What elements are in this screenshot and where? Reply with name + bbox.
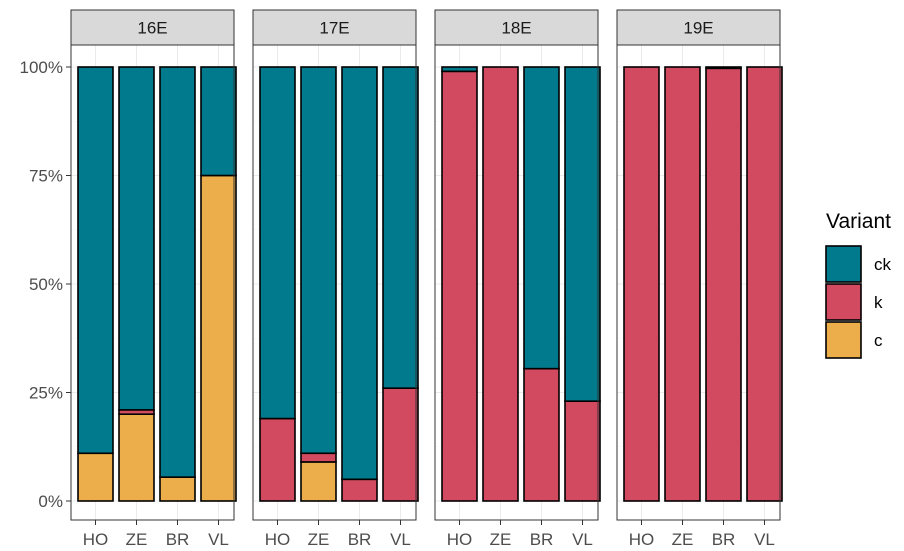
y-tick-label: 100%	[20, 58, 63, 77]
legend-label-c: c	[874, 331, 883, 350]
x-tick-label: HO	[447, 530, 473, 549]
x-tick-label: ZE	[308, 530, 330, 549]
x-tick-label: HO	[83, 530, 109, 549]
legend-label-ck: ck	[874, 255, 892, 274]
x-tick-label: VL	[390, 530, 411, 549]
bar-segment-k	[664, 66, 701, 502]
y-tick-label: 75%	[29, 167, 63, 186]
legend-key-k	[825, 283, 862, 321]
bar-segment-c	[77, 452, 114, 502]
y-tick-label: 0%	[38, 492, 63, 511]
legend-key-ck	[825, 245, 862, 283]
bar-segment-c	[200, 174, 237, 502]
legend-label-k: k	[874, 293, 883, 312]
bar-segment-c	[159, 476, 196, 502]
bar-segment-ck	[300, 66, 337, 455]
bar-segment-c	[118, 413, 155, 502]
x-tick-label: VL	[754, 530, 775, 549]
panel-border	[434, 44, 599, 521]
facet-strip	[70, 9, 235, 46]
bar-segment-k	[259, 417, 296, 502]
facet-strip	[616, 9, 781, 46]
bar-segment-ck	[705, 66, 742, 70]
panel-border	[70, 44, 235, 521]
x-tick-label: BR	[712, 530, 736, 549]
bar-segment-ck	[77, 66, 114, 455]
x-tick-label: HO	[629, 530, 655, 549]
bar-segment-k	[623, 66, 660, 502]
facet-strip-label: 17E	[319, 19, 349, 38]
bar-segment-ck	[441, 66, 478, 73]
x-tick-label: ZE	[126, 530, 148, 549]
bar-segment-k	[705, 67, 742, 502]
bar-segment-c	[300, 461, 337, 502]
x-tick-label: BR	[166, 530, 190, 549]
facet-strip-label: 16E	[137, 19, 167, 38]
bar-segment-k	[482, 66, 519, 502]
bar-segment-k	[382, 387, 419, 502]
x-tick-label: ZE	[672, 530, 694, 549]
bar-segment-ck	[382, 66, 419, 389]
bar-segment-ck	[259, 66, 296, 420]
x-tick-label: HO	[265, 530, 291, 549]
y-tick-label: 25%	[29, 384, 63, 403]
bar-segment-k	[564, 400, 601, 502]
x-tick-label: VL	[208, 530, 229, 549]
bar-segment-ck	[564, 66, 601, 402]
facet-strip-label: 18E	[501, 19, 531, 38]
facet-strip-label: 19E	[683, 19, 713, 38]
facet-strip	[434, 9, 599, 46]
legend-title: Variant	[826, 210, 891, 233]
bar-segment-k	[746, 66, 783, 502]
bar-segment-ck	[523, 66, 560, 370]
x-tick-label: BR	[530, 530, 554, 549]
bar-segment-ck	[159, 66, 196, 478]
bar-segment-ck	[200, 66, 237, 177]
bar-segment-ck	[341, 66, 378, 481]
panel-border	[252, 44, 417, 521]
x-tick-label: BR	[348, 530, 372, 549]
legend-key-c	[825, 321, 862, 359]
bar-segment-k	[441, 70, 478, 502]
bar-segment-k	[523, 367, 560, 502]
x-tick-label: ZE	[490, 530, 512, 549]
bar-segment-k	[341, 478, 378, 502]
y-tick-label: 50%	[29, 275, 63, 294]
bar-segment-k	[300, 452, 337, 463]
bar-segment-ck	[118, 66, 155, 411]
panel-border	[616, 44, 781, 521]
x-tick-label: VL	[572, 530, 593, 549]
